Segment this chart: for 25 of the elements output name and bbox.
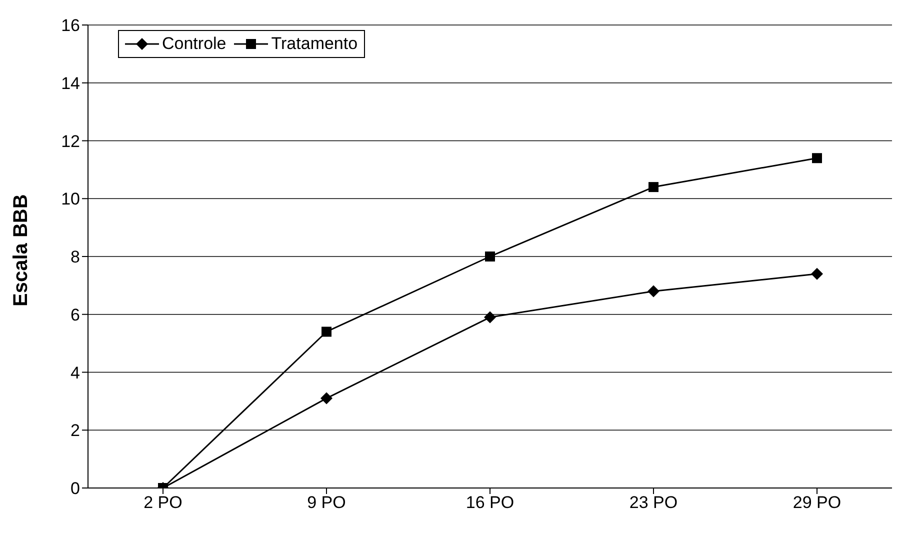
y-tick-label: 0 [70,479,80,498]
point [648,285,660,298]
point [320,392,332,404]
point [322,326,332,337]
point [811,268,823,280]
y-tick-label: 8 [70,248,80,267]
x-tick-label: 29 PO [792,493,842,512]
x-tick-label: 23 PO [629,493,678,512]
y-tick-label: 10 [61,190,80,209]
legend-label: Tratamento [270,34,358,54]
y-tick-label: 4 [70,363,80,382]
y-tick-label: 2 [70,421,80,440]
point [485,252,495,262]
point [484,311,496,324]
x-tick-label: 9 PO [307,493,346,512]
x-tick-label: 2 PO [144,493,182,512]
y-tick-label: 12 [61,132,80,151]
x-tick-label: 16 PO [466,493,514,512]
point [812,153,822,164]
point [648,182,658,192]
y-tick-label: 16 [61,16,80,36]
y-axis-title: Escala BBB [10,194,32,306]
y-tick-label: 6 [70,305,80,324]
y-tick-label: 14 [61,74,80,93]
legend-label: Controle [161,34,226,54]
